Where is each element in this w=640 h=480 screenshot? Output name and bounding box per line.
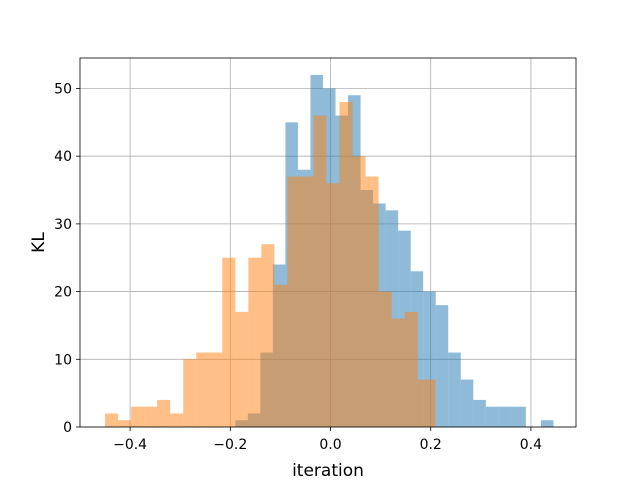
histogram-bar [157,399,171,427]
histogram-bar [485,406,499,427]
histogram-bar [261,244,275,427]
histogram-bar [430,379,436,427]
histogram-bar [105,413,119,427]
histogram-bar [170,413,184,427]
histogram-bar [417,379,431,427]
x-tick-label: 0.0 [319,437,341,453]
y-tick-label: 40 [54,149,72,165]
y-tick-label: 20 [54,285,72,301]
y-tick-label: 30 [54,217,72,233]
histogram-bar [131,406,145,427]
y-tick-label: 10 [54,352,72,368]
histogram-bar [196,352,210,427]
histogram-bar [326,183,340,427]
series-1-bars [105,102,436,428]
histogram-bar [300,176,314,427]
histogram-bar [235,311,249,427]
histogram-bar [248,257,262,427]
x-tick-label: −0.2 [213,437,247,453]
histogram-bar [144,406,158,427]
histogram-bar [448,352,461,427]
x-tick-label: 0.2 [420,437,442,453]
y-tick-label: 50 [54,81,72,97]
histogram-bar [339,102,353,428]
histogram-bar [287,176,301,427]
histogram-bars [105,74,554,428]
x-axis-label: iteration [292,461,364,480]
histogram-bar [183,359,197,427]
x-axis-ticks: −0.4 −0.2 0.0 0.2 0.4 [113,427,542,453]
histogram-bar [404,311,418,427]
histogram-bar [118,420,132,427]
histogram-bar [222,257,236,427]
histogram-bar [473,399,486,427]
y-tick-label: 0 [63,420,72,436]
histogram-bar [435,305,449,427]
x-tick-label: 0.4 [520,437,542,453]
histogram-bar [352,156,366,427]
histogram-bar [274,284,288,427]
histogram-bar [378,291,392,427]
histogram-bar [365,176,379,427]
y-axis-ticks: 0 10 20 30 40 50 [54,81,80,436]
y-axis-label: KL [29,232,49,253]
histogram-bar [540,420,554,427]
plot-frame [79,57,577,428]
histogram-bar [498,406,511,427]
histogram-bar [460,379,474,427]
histogram-bar [209,352,223,427]
histogram-bar [391,318,405,427]
x-tick-label: −0.4 [113,437,147,453]
histogram-bar [510,406,526,427]
histogram-bar [313,115,327,427]
